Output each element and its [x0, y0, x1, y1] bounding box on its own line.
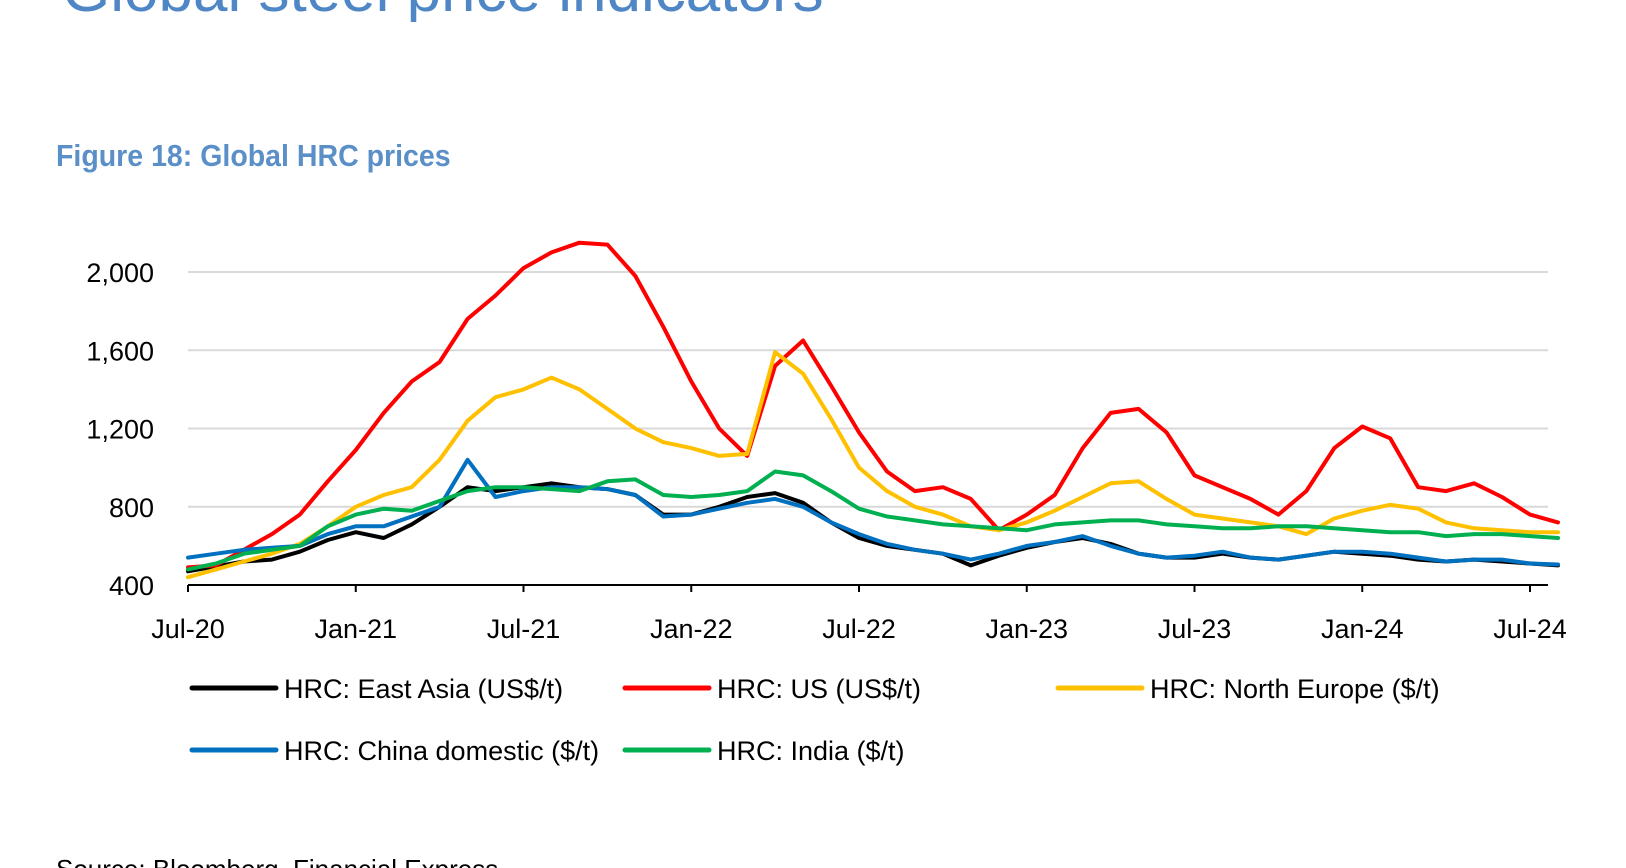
y-tick-label: 800 [109, 493, 154, 523]
legend: HRC: East Asia (US$/t) HRC: US (US$/t) HRC… [189, 674, 1440, 766]
series-line-4 [186, 457, 1560, 567]
y-tick-label: 2,000 [86, 258, 154, 288]
series-line-1 [186, 481, 1560, 574]
series-line-3 [186, 350, 1560, 580]
source-clip: Source: Bloomberg, Financial Express [0, 852, 1626, 868]
series-line-2 [186, 240, 1560, 570]
series-lines [186, 240, 1560, 580]
x-axis [187, 584, 1548, 592]
y-tick-label: 400 [109, 571, 154, 601]
page-heading: Global steel price indicators [62, 0, 824, 22]
x-axis-tick-labels: Jul-20 Jan-21 Jul-21 Jan-22 Jul-22 Jan-23 Jul-… [151, 614, 1567, 644]
legend-label: HRC: US (US$/t) [717, 674, 921, 704]
y-axis-tick-labels: 400 800 1,200 1,600 2,000 [86, 258, 154, 601]
source-note: Source: Bloomberg, Financial Express [56, 854, 498, 868]
x-tick-label: Jan-22 [650, 614, 733, 644]
x-tick-label: Jan-24 [1321, 614, 1404, 644]
x-tick-label: Jan-23 [985, 614, 1068, 644]
y-tick-label: 1,200 [86, 415, 154, 445]
x-tick-label: Jul-23 [1158, 614, 1232, 644]
x-tick-label: Jul-20 [151, 614, 225, 644]
x-tick-label: Jul-24 [1493, 614, 1567, 644]
legend-label: HRC: China domestic ($/t) [284, 736, 599, 766]
y-tick-label: 1,600 [86, 336, 154, 366]
series-line-5 [186, 469, 1560, 572]
x-tick-label: Jan-21 [314, 614, 397, 644]
legend-label: HRC: North Europe ($/t) [1150, 674, 1440, 704]
x-tick-label: Jul-22 [822, 614, 896, 644]
legend-label: HRC: India ($/t) [717, 736, 905, 766]
figure-title: Figure 18: Global HRC prices [56, 138, 451, 173]
gridlines [188, 271, 1548, 508]
legend-label: HRC: East Asia (US$/t) [284, 674, 563, 704]
page-heading-clip: Global steel price indicators [0, 0, 1626, 22]
x-tick-label: Jul-21 [487, 614, 561, 644]
